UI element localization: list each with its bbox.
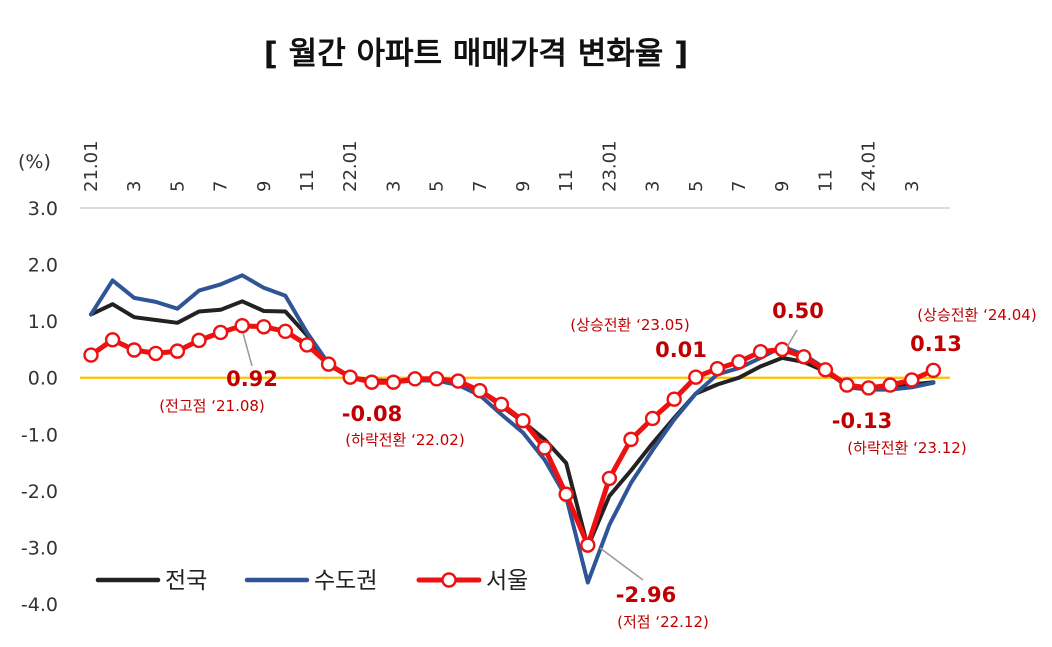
x-tick-label: 3 [124, 181, 145, 192]
y-tick-label: 3.0 [28, 198, 58, 220]
data-point [385, 374, 402, 390]
series-layer [88, 273, 936, 585]
data-point [342, 369, 358, 385]
annotation-leader [599, 547, 644, 581]
annotation-value: -0.13 [832, 409, 893, 433]
data-point [601, 470, 618, 487]
data-point [925, 362, 942, 379]
data-point [817, 362, 834, 378]
x-tick-label: 24.01 [859, 140, 880, 192]
legend-label-2: 수도권 [314, 568, 377, 594]
y-tick-label: 0.0 [28, 368, 58, 390]
data-point [580, 537, 596, 553]
annotation-value: 0.01 [655, 338, 707, 362]
data-point [688, 369, 704, 385]
series-line-3 [88, 323, 936, 548]
chart-title: [ 월간 아파트 매매가격 변화율 ] [264, 36, 689, 72]
annotation-value: -0.08 [342, 402, 403, 426]
y-tick-label: -2.0 [21, 481, 58, 503]
data-point [450, 373, 466, 389]
y-tick-label: -1.0 [21, 424, 58, 446]
x-tick-label: 22.01 [340, 140, 361, 192]
x-tick-label: 11 [556, 169, 577, 192]
data-point [839, 377, 855, 393]
x-tick-label: 3 [643, 181, 664, 192]
annotation-value: 0.92 [226, 367, 278, 391]
x-tick-label: 5 [686, 181, 707, 192]
data-point [709, 360, 726, 377]
data-point [493, 396, 510, 413]
annotation-note: (저점 ‘22.12) [617, 613, 709, 631]
legend-label-3: 서울 [486, 568, 528, 594]
y-tick-label: 1.0 [28, 311, 58, 333]
data-point [774, 341, 790, 358]
x-tick-label: 7 [729, 181, 750, 192]
x-tick-label: 5 [427, 181, 448, 192]
annotation-value: -2.96 [616, 583, 677, 607]
x-tick-label: 11 [297, 169, 318, 192]
data-point [148, 345, 164, 362]
data-point [752, 343, 769, 360]
data-point [212, 324, 229, 341]
x-tick-label: 3 [383, 181, 404, 192]
legend-label-1: 전국 [165, 568, 207, 594]
annotation-note: (하락전환 ‘23.12) [847, 439, 966, 457]
data-point [666, 391, 682, 407]
annotation-leader [242, 332, 253, 367]
data-point [407, 371, 423, 387]
x-tick-label: 3 [902, 181, 923, 192]
data-point [320, 356, 337, 372]
axes: 3.0 2.0 1.0 0.0 -1.0 -2.0 -3.0 -4.0 21.01 3 5 7 9 11 2… [21, 140, 950, 616]
data-point [234, 317, 250, 334]
legend: 전국 수도권 서울 [95, 568, 528, 594]
markers-layer [83, 317, 942, 553]
annotations-layer: 0.92 (전고점 ‘21.08) -0.08 (하락전환 ‘22.02) -2.96 (… [159, 299, 1036, 631]
data-point [256, 319, 272, 335]
x-tick-label: 5 [167, 181, 188, 192]
annotation-note: (상승전환 ‘23.05) [570, 316, 689, 334]
data-point [364, 374, 380, 390]
x-tick-label: 9 [254, 181, 275, 192]
data-point [83, 347, 99, 363]
data-point [126, 342, 142, 358]
x-tick-label: 21.01 [81, 140, 102, 192]
x-tick-label: 7 [211, 181, 232, 192]
data-point [428, 371, 445, 387]
data-point [299, 337, 315, 353]
x-tick-label: 23.01 [599, 140, 620, 192]
data-point [904, 372, 920, 388]
y-tick-label: -4.0 [21, 594, 58, 616]
annotation-value: 0.13 [910, 332, 962, 356]
data-point [860, 380, 877, 396]
annotation-leader [786, 329, 798, 348]
y-axis-unit: (%) [18, 151, 51, 173]
annotation-value: 0.50 [772, 299, 824, 323]
data-point [104, 332, 121, 348]
data-point [536, 440, 553, 456]
annotation-note: (상승전환 ‘24.04) [917, 306, 1036, 324]
x-tick-label: 11 [815, 169, 836, 192]
data-point [191, 332, 207, 349]
data-point [796, 349, 812, 365]
data-point [515, 413, 531, 429]
data-point [277, 323, 294, 340]
data-point [882, 377, 898, 393]
data-point [169, 343, 186, 359]
data-point [558, 486, 574, 502]
y-tick-label: 2.0 [28, 255, 58, 277]
legend-marker [441, 572, 457, 588]
annotation-note: (하락전환 ‘22.02) [345, 431, 464, 449]
data-point [623, 431, 639, 448]
data-point [644, 410, 661, 427]
data-point [472, 383, 488, 399]
data-point [731, 354, 747, 370]
x-tick-label: 9 [513, 181, 534, 192]
x-tick-label: 7 [470, 181, 491, 192]
y-tick-label: -3.0 [21, 537, 58, 559]
annotation-note: (전고점 ‘21.08) [159, 397, 265, 415]
x-tick-label: 9 [772, 181, 793, 192]
